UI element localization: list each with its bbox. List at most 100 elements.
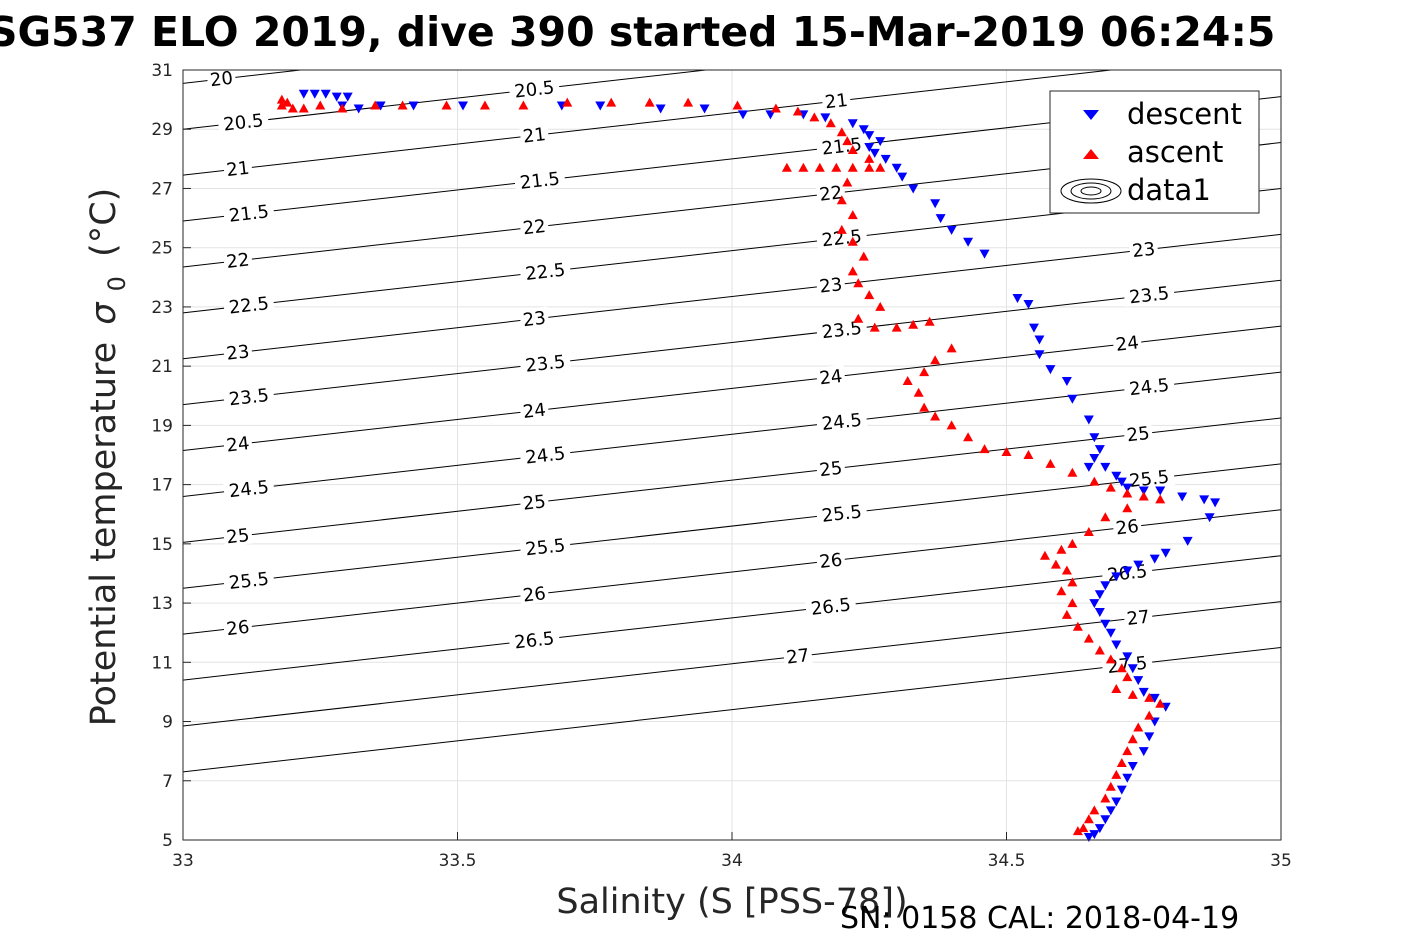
contour-label-bg [206, 70, 237, 90]
descent-point [820, 113, 831, 123]
descent-point [1089, 433, 1100, 443]
descent-point [1089, 830, 1100, 840]
ascent-point [1050, 559, 1061, 569]
descent-point [1105, 806, 1116, 816]
ascent-point [1001, 447, 1012, 457]
ascent-point [770, 103, 781, 113]
y-tick-label: 5 [162, 831, 173, 851]
contour-line [183, 647, 1281, 773]
ascent-point [919, 367, 930, 377]
contour-label: 23.5 [1128, 283, 1170, 308]
descent-point [1089, 453, 1100, 463]
ascent-point [847, 266, 858, 276]
descent-point [1028, 323, 1039, 333]
contour-label: 21 [522, 124, 547, 147]
descent-point [1138, 687, 1149, 697]
descent-point [1100, 815, 1111, 825]
contour-line [183, 70, 1116, 176]
ascent-point [1039, 550, 1050, 560]
contour-label: 22.5 [228, 293, 270, 318]
contour-label: 25 [818, 458, 843, 481]
ascent-point [683, 97, 694, 107]
descent-point [1100, 581, 1111, 591]
contour-label: 23.5 [228, 385, 270, 410]
ascent-point [798, 162, 809, 172]
contour-label-bg [1112, 514, 1143, 538]
x-axis-ticks: 33 33.5 34 34.5 35 [172, 832, 1292, 871]
ascent-point [732, 100, 743, 110]
descent-point [1094, 590, 1105, 600]
descent-point [1138, 747, 1149, 757]
contour-line [183, 325, 1281, 452]
ascent-point [562, 97, 573, 107]
ascent-point [875, 162, 886, 172]
ascent-point [644, 97, 655, 107]
ascent-point [875, 301, 886, 311]
y-axis-label-unit: (°C) [84, 188, 124, 257]
contour-line [183, 371, 1281, 497]
ascent-point [842, 177, 853, 187]
contour-label: 24.5 [228, 477, 270, 502]
contour-line [183, 279, 1281, 406]
descent-point [1127, 664, 1138, 674]
descent-point [353, 104, 364, 114]
ascent-point [1138, 491, 1149, 501]
descent-point [1122, 652, 1133, 662]
descent-point [375, 101, 386, 111]
contour-label-bg [1128, 237, 1159, 261]
contour-label-bg [222, 475, 275, 501]
ascent-point [276, 94, 287, 104]
descent-point [1116, 477, 1127, 487]
descent-point [408, 101, 419, 111]
contour-label: 21 [225, 158, 250, 181]
descent-point [1177, 492, 1188, 502]
descent-point [1012, 294, 1023, 304]
ascent-point [1144, 692, 1155, 702]
descent-point [897, 172, 908, 182]
contour-label-bg [217, 108, 270, 135]
ascent-point [1067, 467, 1078, 477]
ascent-point [1089, 805, 1100, 815]
ascent-point [1100, 793, 1111, 803]
contour-label-bg [222, 291, 275, 318]
contour-line [183, 509, 1281, 635]
descent-point [1138, 486, 1149, 496]
contour-label: 23.5 [524, 351, 566, 376]
contour-label-bg [804, 592, 857, 619]
ascent-point [853, 313, 864, 323]
ascent-point [370, 100, 381, 110]
contour-label-bg [519, 533, 572, 559]
contour-label-bg [1123, 373, 1176, 399]
ascent-point [1061, 609, 1072, 619]
contour-label-bg [513, 166, 566, 193]
ascent-point [1083, 814, 1094, 824]
descent-point [1149, 717, 1160, 727]
ascent-point [1067, 598, 1078, 608]
contour-label: 25 [522, 491, 547, 514]
descent-point [1122, 483, 1133, 493]
ascent-point [930, 355, 941, 365]
ascent-point [1105, 654, 1116, 664]
ascent-point [1111, 683, 1122, 693]
ascent-point [814, 162, 825, 172]
ascent-point [1105, 781, 1116, 791]
descent-point [595, 101, 606, 111]
ascent-point [1155, 494, 1166, 504]
ascent-point [1056, 544, 1067, 554]
contour-label-bg [815, 499, 868, 526]
ascent-point [1072, 826, 1083, 836]
contour-label: 25 [225, 525, 250, 548]
descent-point [298, 89, 309, 99]
ascent-point [858, 251, 869, 261]
x-tick-label: 34 [721, 851, 743, 871]
descent-point [1034, 350, 1045, 360]
contour-line [183, 70, 711, 130]
contour-label-bg [222, 383, 275, 409]
ascent-point [847, 210, 858, 220]
ascent-point [825, 118, 836, 128]
ascent-point [853, 278, 864, 288]
ascent-point [902, 375, 913, 385]
ascent-point [1078, 823, 1089, 833]
ascent-point [315, 100, 326, 110]
contour-label-bg [1123, 421, 1154, 445]
